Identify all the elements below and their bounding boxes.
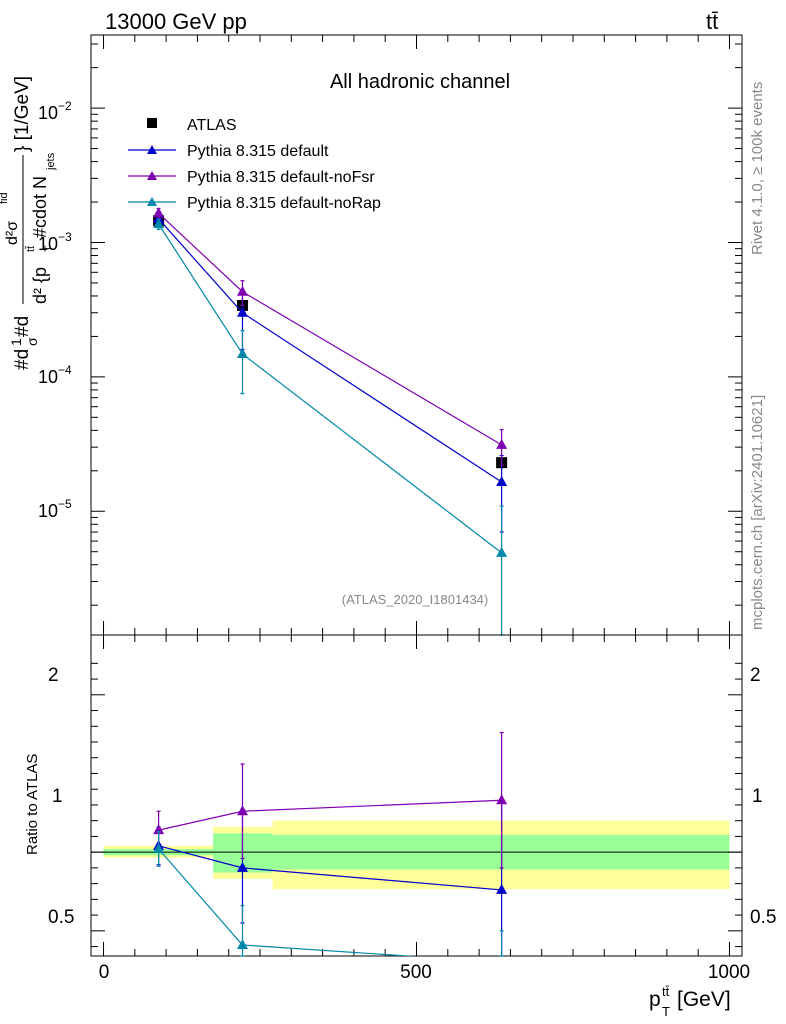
legend-item-atlas: ATLAS (147, 117, 237, 134)
main-y-axis-label: #d 1 σ #d d²σ fid d² {p tt̄ T #cdot N je… (0, 76, 57, 370)
x-tick-label-500: 500 (400, 962, 432, 983)
ratio-data-point (153, 824, 165, 835)
svg-text:Pythia 8.315 default: Pythia 8.315 default (187, 143, 329, 160)
svg-text:} [1/GeV]: } [1/GeV] (12, 76, 33, 152)
ratio-series-noRap (153, 831, 504, 957)
series-noRap (153, 218, 508, 636)
plot-title: All hadronic channel (330, 71, 510, 93)
ratio-y-tick-05-left: 0.5 (48, 907, 74, 928)
y-tick-label-1e-2: 10 −2 (38, 99, 72, 123)
ratio-panel-frame (90, 634, 743, 957)
ratio-y-tick-05-right: 0.5 (750, 907, 776, 928)
svg-text:Pythia 8.315 default-noRap: Pythia 8.315 default-noRap (187, 195, 381, 212)
ratio-data-point (153, 843, 165, 853)
data-point (496, 476, 508, 487)
svg-text:ATLAS: ATLAS (187, 117, 237, 134)
legend: ATLAS Pythia 8.315 default Pythia 8.315 … (128, 117, 381, 212)
ratio-data-point (236, 861, 248, 872)
svg-text:[GeV]: [GeV] (677, 988, 731, 1011)
y-tick-label-1e-4: 10 −4 (38, 363, 72, 387)
data-point (236, 306, 248, 317)
ratio-y-axis-label: Ratio to ATLAS (24, 754, 41, 855)
x-axis-label: p tt̄ T [GeV] (649, 984, 731, 1019)
main-y-ticks (91, 35, 742, 635)
series-noFsr (153, 207, 508, 467)
ratio-y-tick-1-left: 1 (52, 786, 63, 807)
energy-label: 13000 GeV pp (105, 9, 247, 34)
svg-text:d²σ: d²σ (4, 221, 21, 245)
process-label: tt̄ (706, 9, 718, 34)
mcplots-source-text: mcplots.cern.ch [arXiv:2401.10621] (749, 395, 766, 630)
main-plot-data (153, 207, 508, 636)
series-line (158, 212, 502, 446)
svg-text:#d: #d (12, 316, 33, 337)
svg-text:tt̄: tt̄ (25, 246, 37, 252)
x-tick-label-0: 0 (99, 962, 110, 983)
svg-text:#cdot N: #cdot N (30, 176, 50, 238)
ratio-plot-data (153, 731, 508, 957)
svg-text:fid: fid (0, 192, 10, 204)
svg-text:10: 10 (38, 234, 58, 254)
svg-text:−2: −2 (58, 99, 72, 113)
svg-text:10: 10 (38, 103, 58, 123)
ratio-data-point (496, 883, 508, 894)
series-line (158, 218, 502, 483)
svg-text:σ: σ (24, 337, 40, 346)
ratio-panel: 2 2 1 1 0.5 0.5 Ratio to ATLAS 0 500 100… (24, 634, 776, 1019)
svg-text:−4: −4 (58, 363, 72, 377)
svg-text:−3: −3 (58, 230, 72, 244)
y-tick-label-1e-3: 10 −3 (38, 230, 72, 254)
svg-text:d² {p: d² {p (30, 267, 50, 304)
data-point (153, 207, 165, 218)
series-line (158, 223, 502, 554)
svg-text:#d: #d (12, 349, 33, 370)
ratio-y-tick-2-right: 2 (750, 665, 761, 686)
svg-text:−5: −5 (58, 497, 72, 511)
svg-text:Pythia 8.315 default-noFsr: Pythia 8.315 default-noFsr (187, 169, 375, 186)
series-atlas (153, 215, 508, 469)
data-point (496, 546, 508, 557)
series-default (153, 212, 508, 533)
data-point (236, 347, 248, 358)
analysis-watermark: (ATLAS_2020_I1801434) (342, 592, 488, 607)
rivet-version-text: Rivet 4.1.0, ≥ 100k events (749, 82, 766, 255)
svg-text:10: 10 (38, 501, 58, 521)
legend-item-norap: Pythia 8.315 default-noRap (128, 195, 381, 212)
svg-text:tt̄: tt̄ (662, 984, 670, 999)
data-point (153, 218, 165, 229)
ratio-data-point (236, 805, 248, 816)
svg-text:1: 1 (8, 338, 24, 346)
ratio-ticks (91, 635, 742, 956)
legend-item-nofsr: Pythia 8.315 default-noFsr (128, 169, 375, 186)
ratio-data-point (236, 938, 248, 949)
svg-text:T: T (662, 1004, 670, 1019)
ratio-data-point (496, 794, 508, 805)
y-tick-label-1e-5: 10 −5 (38, 497, 72, 521)
svg-text:p: p (649, 988, 661, 1011)
ratio-y-tick-1-right: 1 (752, 786, 763, 807)
ratio-y-tick-2-left: 2 (48, 665, 59, 686)
svg-text:jets: jets (45, 152, 57, 171)
svg-text:10: 10 (38, 367, 58, 387)
ratio-uncertainty-bands (103, 820, 730, 890)
svg-text:T: T (43, 245, 55, 252)
main-panel: All hadronic channel (ATLAS_2020_I180143… (0, 34, 743, 636)
data-point (236, 285, 248, 296)
data-point (496, 438, 508, 449)
x-tick-label-1000: 1000 (708, 962, 750, 983)
legend-item-default: Pythia 8.315 default (128, 143, 329, 160)
